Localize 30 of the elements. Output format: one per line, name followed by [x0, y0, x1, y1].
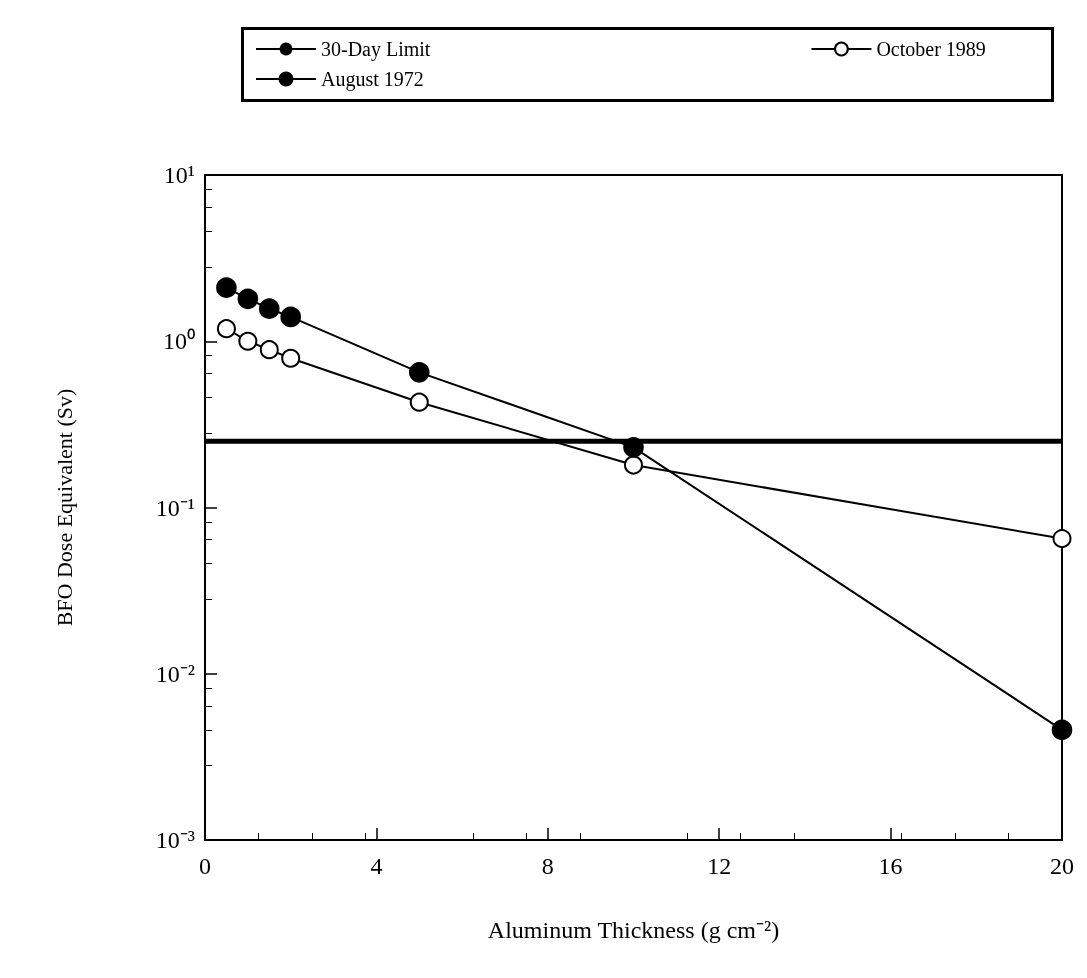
x-tick-label: 20: [1050, 853, 1074, 879]
point: [281, 348, 301, 368]
y-tick-label: 10⁻¹: [155, 494, 195, 521]
point: [259, 340, 279, 360]
point: [237, 288, 259, 310]
y-tick-label: 10⁰: [163, 328, 195, 355]
x-axis-title: Aluminum Thickness (g cm⁻²): [487, 917, 780, 943]
x-tick-label: 0: [199, 853, 211, 879]
y-tick-label: 10¹: [163, 162, 195, 188]
x-tick-label: 16: [878, 853, 903, 879]
legend-label: 30-Day Limit: [321, 38, 431, 61]
y-tick-label: 10⁻²: [155, 660, 195, 687]
point: [624, 455, 643, 475]
y-tick-label: 10⁻³: [155, 827, 195, 853]
legend-label: October 1989: [876, 38, 986, 60]
point: [216, 277, 237, 298]
x-tick-label: 8: [541, 853, 554, 879]
legend-label: August 1972: [321, 68, 424, 91]
y-axis-title: BFO Dose Equivalent (Sv): [51, 388, 77, 627]
point: [258, 298, 280, 319]
point: [623, 437, 644, 458]
point: [216, 319, 236, 339]
point: [1051, 719, 1073, 741]
point: [409, 392, 429, 412]
point: [238, 331, 258, 351]
point: [280, 306, 301, 328]
point: [408, 362, 430, 383]
x-tick-label: 12: [707, 853, 732, 879]
x-tick-label: 4: [370, 853, 383, 879]
point: [1052, 529, 1072, 549]
